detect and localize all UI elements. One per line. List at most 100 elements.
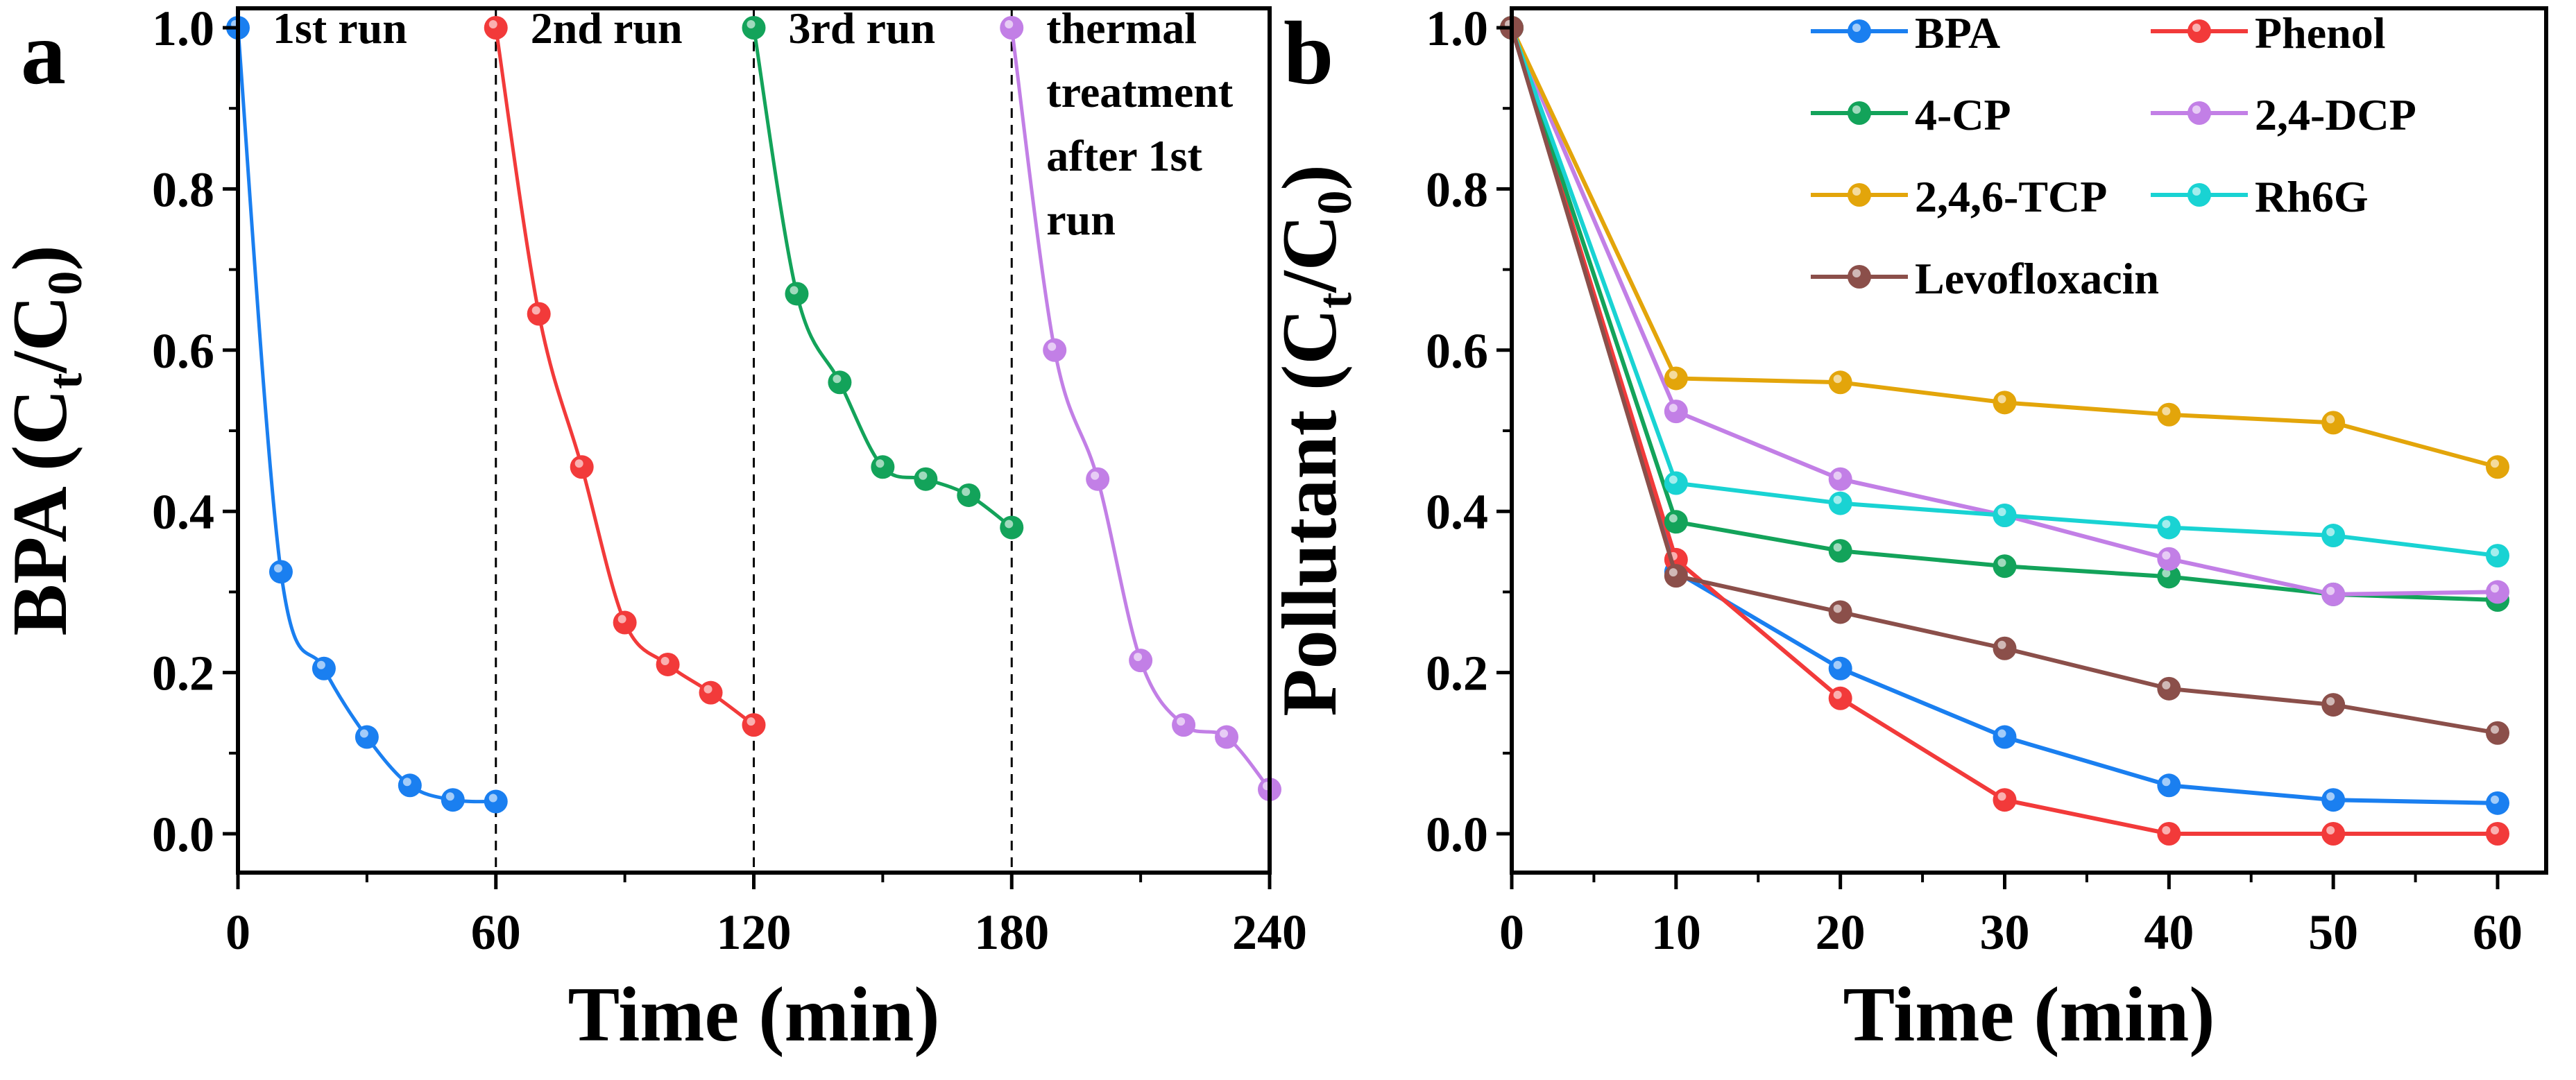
series-thermal-treatment-after-1st-run xyxy=(1000,16,1281,802)
data-point-highlight xyxy=(2162,406,2171,415)
data-point xyxy=(1828,370,1852,395)
y-axis-title-part: /C xyxy=(0,295,83,375)
y-tick-label: 0.6 xyxy=(1426,323,1488,379)
data-point xyxy=(1664,564,1688,588)
data-point-highlight xyxy=(2326,586,2335,595)
panel-b-chart: BPA Phenol 4-CP 2,4-DCP 2,4,6-TCP Rh6G Levoflo… xyxy=(1267,1,2548,1058)
data-point xyxy=(484,789,508,814)
data-point xyxy=(2321,582,2346,606)
panel-label: a xyxy=(21,3,66,103)
y-tick-label: 0.0 xyxy=(152,807,214,862)
data-point xyxy=(1993,788,2017,812)
legend-marker-highlight xyxy=(2192,105,2201,114)
data-point-highlight xyxy=(1833,660,1842,669)
data-point-highlight xyxy=(1997,508,2006,517)
data-point xyxy=(1993,636,2017,660)
data-point-highlight xyxy=(488,20,497,28)
legend-label: 2,4-DCP xyxy=(2255,90,2416,139)
series-line xyxy=(494,27,756,727)
legend-marker-highlight xyxy=(1852,24,1861,32)
data-point xyxy=(785,282,809,306)
data-point-highlight xyxy=(1997,395,2006,404)
series-line xyxy=(752,27,1013,529)
y-axis-title-subscript: 0 xyxy=(1308,190,1362,214)
data-point-highlight xyxy=(1177,717,1186,726)
run-label: thermal xyxy=(1046,3,1197,53)
legend-item: 2,4-DCP xyxy=(2151,90,2416,139)
data-point xyxy=(2486,455,2509,479)
data-point-highlight xyxy=(445,792,454,801)
data-point xyxy=(1000,515,1024,540)
data-point xyxy=(441,788,465,812)
run-label: treatment xyxy=(1046,67,1234,117)
data-point xyxy=(613,610,637,635)
data-point-highlight xyxy=(273,564,282,573)
data-point xyxy=(1664,400,1688,424)
legend-label: BPA xyxy=(1915,8,2000,58)
data-point-highlight xyxy=(2162,826,2171,834)
legend-item: Levofloxacin xyxy=(1811,254,2159,303)
data-point xyxy=(2486,791,2509,815)
data-point-highlight xyxy=(962,487,971,496)
data-point-highlight xyxy=(2491,459,2499,468)
legend-marker-highlight xyxy=(1852,105,1861,114)
x-tick-label: 30 xyxy=(1980,905,2030,960)
data-point xyxy=(312,656,336,680)
data-point-highlight xyxy=(1091,471,1100,480)
data-point xyxy=(2321,411,2346,435)
y-axis-title-part: ) xyxy=(1267,164,1353,190)
data-point-highlight xyxy=(1833,543,1842,552)
data-point-highlight xyxy=(2162,569,2171,578)
data-point xyxy=(2157,822,2181,846)
data-point-highlight xyxy=(1005,20,1014,28)
data-point-highlight xyxy=(833,375,842,384)
run-label: after 1st xyxy=(1046,131,1202,180)
y-axis-title-subscript: 0 xyxy=(39,271,92,295)
legend: BPA Phenol 4-CP 2,4-DCP 2,4,6-TCP Rh6G Levoflo… xyxy=(1811,8,2416,303)
data-point xyxy=(828,370,852,395)
y-axis-title-subscript: t xyxy=(1308,292,1362,308)
data-point xyxy=(527,302,551,326)
legend-item: 2,4,6-TCP xyxy=(1811,172,2107,221)
data-point-highlight xyxy=(1997,558,2006,567)
data-point-highlight xyxy=(574,459,583,468)
data-point-highlight xyxy=(2162,680,2171,689)
data-point xyxy=(2157,547,2181,571)
data-point xyxy=(2486,721,2509,745)
legend-marker-highlight xyxy=(2192,24,2201,32)
y-tick-label: 0.0 xyxy=(1426,807,1488,862)
legend-item: 4-CP xyxy=(1811,90,2011,139)
x-axis-title: Time (min) xyxy=(1843,972,2215,1058)
data-point xyxy=(2321,693,2346,717)
legend-marker xyxy=(1848,183,1871,207)
x-tick-label: 40 xyxy=(2144,905,2194,960)
data-point-highlight xyxy=(2491,826,2499,834)
x-tick-label: 0 xyxy=(225,905,250,960)
data-point xyxy=(2486,544,2509,568)
data-point xyxy=(2157,515,2181,540)
y-axis-title-part: BPA (C xyxy=(0,389,83,636)
series-line xyxy=(1510,27,2498,836)
data-point-highlight xyxy=(2162,778,2171,787)
legend-label: Levofloxacin xyxy=(1915,254,2159,303)
run-label: 3rd run xyxy=(789,3,936,53)
data-point xyxy=(1000,16,1024,40)
legend-item: BPA xyxy=(1811,8,2000,58)
data-point-highlight xyxy=(876,459,885,468)
data-point-highlight xyxy=(2162,520,2171,529)
data-point xyxy=(1043,338,1067,362)
data-point-highlight xyxy=(1669,370,1678,379)
panel-a-chart: 1st run 2nd run 3rd run thermal treatment aft… xyxy=(0,1,1307,1058)
legend-item: Rh6G xyxy=(2151,172,2369,221)
data-point-highlight xyxy=(2491,548,2499,557)
data-point-highlight xyxy=(488,794,497,803)
data-point-highlight xyxy=(1134,653,1143,662)
y-axis-title: BPA (Ct/C0) xyxy=(0,245,92,635)
data-point-highlight xyxy=(1669,475,1678,484)
data-point-highlight xyxy=(1833,375,1842,384)
data-point-highlight xyxy=(1005,520,1014,529)
series-line xyxy=(236,27,496,804)
y-axis-title-subscript: t xyxy=(39,373,92,389)
data-point xyxy=(1828,539,1852,563)
